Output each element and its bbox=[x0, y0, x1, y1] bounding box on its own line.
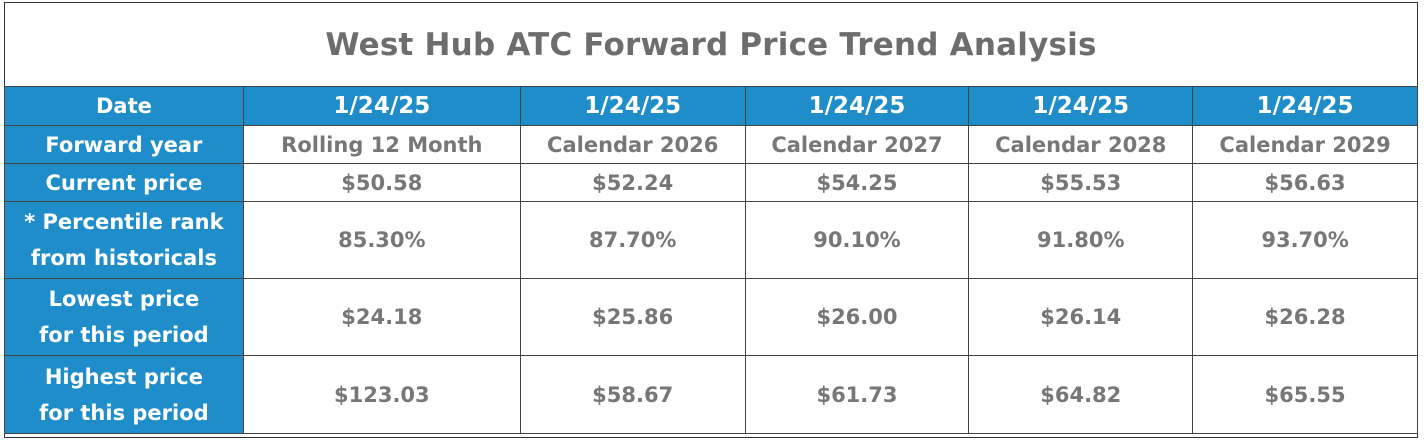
highest-price-cell: $123.03 bbox=[242, 355, 521, 434]
lowest-price-cell: $25.86 bbox=[519, 278, 746, 356]
date-label: Date bbox=[4, 86, 244, 126]
forward-year-cell: Calendar 2028 bbox=[968, 125, 1194, 164]
table-frame: West Hub ATC Forward Price Trend Analysi… bbox=[4, 2, 1418, 438]
forward-year-cell: Rolling 12 Month bbox=[242, 125, 521, 164]
lowest-label-line2: for this period bbox=[39, 323, 209, 347]
current-price-label: Current price bbox=[4, 163, 244, 202]
percentile-rank-cell: 85.30% bbox=[242, 201, 521, 279]
forward-year-label: Forward year bbox=[4, 125, 244, 164]
percentile-rank-row: * Percentile rank from historicals 85.30… bbox=[4, 201, 1418, 279]
date-cell: 1/24/25 bbox=[1192, 86, 1418, 126]
percentile-rank-cell: 93.70% bbox=[1192, 201, 1418, 279]
highest-price-cell: $65.55 bbox=[1192, 355, 1418, 434]
highest-price-cell: $64.82 bbox=[968, 355, 1194, 434]
current-price-cell: $52.24 bbox=[519, 163, 746, 202]
lowest-price-cell: $26.28 bbox=[1192, 278, 1418, 356]
percentile-rank-cell: 87.70% bbox=[519, 201, 746, 279]
percentile-label-line1: * Percentile rank bbox=[24, 210, 224, 234]
percentile-rank-cell: 90.10% bbox=[744, 201, 970, 279]
lowest-price-cell: $26.00 bbox=[744, 278, 970, 356]
forward-year-cell: Calendar 2027 bbox=[744, 125, 970, 164]
date-cell: 1/24/25 bbox=[519, 86, 746, 126]
date-row: Date 1/24/25 1/24/25 1/24/25 1/24/25 1/2… bbox=[4, 86, 1418, 126]
forward-year-cell: Calendar 2029 bbox=[1192, 125, 1418, 164]
current-price-cell: $56.63 bbox=[1192, 163, 1418, 202]
date-cell: 1/24/25 bbox=[242, 86, 521, 126]
table-title: West Hub ATC Forward Price Trend Analysi… bbox=[325, 26, 1097, 63]
date-cell: 1/24/25 bbox=[744, 86, 970, 126]
date-cell: 1/24/25 bbox=[968, 86, 1194, 126]
forward-year-row: Forward year Rolling 12 Month Calendar 2… bbox=[4, 125, 1418, 164]
percentile-label-line2: from historicals bbox=[30, 246, 217, 270]
highest-price-row: Highest price for this period $123.03 $5… bbox=[4, 355, 1418, 434]
price-trend-table: Date 1/24/25 1/24/25 1/24/25 1/24/25 1/2… bbox=[4, 86, 1418, 434]
current-price-cell: $50.58 bbox=[242, 163, 521, 202]
lowest-price-label: Lowest price for this period bbox=[4, 278, 244, 356]
highest-label-line2: for this period bbox=[39, 400, 209, 425]
percentile-rank-label: * Percentile rank from historicals bbox=[4, 201, 244, 279]
highest-price-cell: $58.67 bbox=[519, 355, 746, 434]
current-price-cell: $54.25 bbox=[744, 163, 970, 202]
lowest-price-cell: $24.18 bbox=[242, 278, 521, 356]
forward-year-cell: Calendar 2026 bbox=[519, 125, 746, 164]
percentile-rank-cell: 91.80% bbox=[968, 201, 1194, 279]
highest-label-line1: Highest price bbox=[44, 364, 203, 389]
highest-price-label: Highest price for this period bbox=[4, 355, 244, 434]
lowest-label-line1: Lowest price bbox=[48, 287, 200, 311]
lowest-price-cell: $26.14 bbox=[968, 278, 1194, 356]
current-price-cell: $55.53 bbox=[968, 163, 1194, 202]
current-price-row: Current price $50.58 $52.24 $54.25 $55.5… bbox=[4, 163, 1418, 202]
highest-price-cell: $61.73 bbox=[744, 355, 970, 434]
lowest-price-row: Lowest price for this period $24.18 $25.… bbox=[4, 278, 1418, 356]
